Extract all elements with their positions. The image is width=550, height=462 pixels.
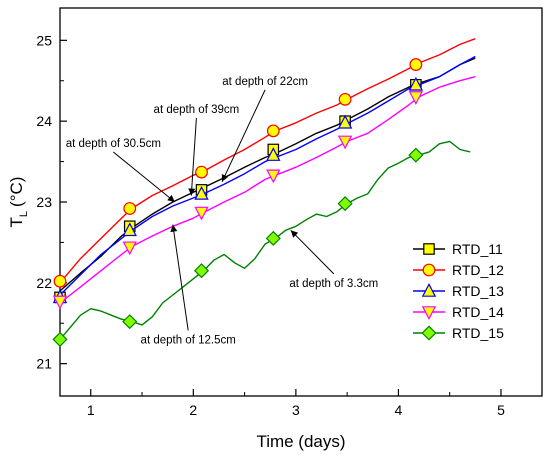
series-line-RTD_14 [59,76,476,304]
x-tick-label: 2 [189,402,197,418]
annotation-arrow [113,151,176,203]
y-tick-label: 22 [36,275,52,291]
data-point-RTD_13 [194,185,209,200]
data-point-RTD_12 [123,202,137,215]
data-point-RTD_12 [266,124,280,138]
x-tick-label: 1 [87,402,95,418]
data-point-RTD_15 [52,331,68,347]
annotation-label: at depth of 39cm [154,104,240,116]
x-axis-title: Time (days) [256,432,345,451]
legend-label: RTD_12 [452,262,504,278]
data-point-RTD_14 [266,169,281,184]
series-line-RTD_15 [59,140,471,340]
data-point-RTD_14 [122,241,137,256]
series-RTD_12 [53,38,476,288]
annotation-arrowhead [290,230,299,238]
legend: RTD_11 RTD_12 RTD_13 RTD_14 RTD_15 [413,241,504,341]
y-tick-label: 25 [36,32,52,48]
data-point-RTD_13 [408,76,424,91]
legend-item-RTD_13: RTD_13 [413,283,504,299]
legend-label: RTD_15 [452,325,504,341]
series-RTD_14 [52,76,476,310]
annotation-arrow [172,224,189,331]
annotation-arrow [290,229,335,275]
annotations: at depth of 22cm at depth of 39cm at depth… [66,76,379,347]
legend-marker [421,325,437,341]
legend-label: RTD_11 [452,241,503,257]
legend-marker [421,306,437,320]
data-point-RTD_13 [266,147,281,161]
data-point-RTD_14 [194,206,209,221]
data-point-RTD_15 [408,147,424,163]
y-tick-label: 24 [36,113,52,129]
annotation-arrowhead [170,224,178,233]
annotation-arrowhead [167,194,175,202]
series-layer [52,38,476,347]
data-point-RTD_15 [122,314,138,330]
legend-label: RTD_13 [452,283,504,299]
data-point-RTD_15 [337,196,353,212]
data-point-RTD_15 [193,263,210,279]
annotation-arrowhead [188,188,196,196]
data-point-RTD_13 [337,114,353,129]
y-tick-label: 21 [36,356,52,372]
annotation-label: at depth of 30.5cm [66,138,161,150]
legend-item-RTD_15: RTD_15 [413,325,504,341]
data-point-RTD_12 [338,92,352,106]
data-point-RTD_12 [195,165,208,179]
x-tick-label: 5 [497,402,505,418]
y-axis-title: TL (°C) [7,177,30,228]
legend-label: RTD_14 [452,304,504,320]
annotation-arrow [190,118,197,196]
annotation-label: at depth of 22cm [222,76,308,88]
series-RTD_15 [52,140,471,347]
annotation-label: at depth of 3.3cm [289,278,378,290]
annotation-arrowhead [221,173,229,182]
data-point-RTD_14 [337,135,353,150]
legend-item-RTD_14: RTD_14 [413,304,504,320]
legend-marker [423,243,435,255]
y-axis-title-subscript: L [18,211,30,217]
x-tick-label: 4 [395,402,403,418]
annotation-arrow [221,89,266,183]
data-point-RTD_14 [52,295,68,310]
x-tick-label: 3 [292,402,300,418]
y-axis-title-unit: (°C) [7,177,26,207]
legend-marker [422,263,436,277]
data-point-RTD_12 [409,58,423,71]
y-axis-title-main: T [7,217,26,227]
data-point-RTD_12 [53,274,67,288]
legend-item-RTD_12: RTD_12 [413,262,504,278]
legend-item-RTD_11: RTD_11 [413,241,503,257]
data-point-RTD_14 [408,91,424,105]
annotation-label: at depth of 12.5cm [141,334,236,346]
legend-marker [421,283,437,297]
y-tick-label: 23 [36,194,52,210]
data-point-RTD_15 [265,230,281,246]
data-point-RTD_13 [122,222,137,237]
